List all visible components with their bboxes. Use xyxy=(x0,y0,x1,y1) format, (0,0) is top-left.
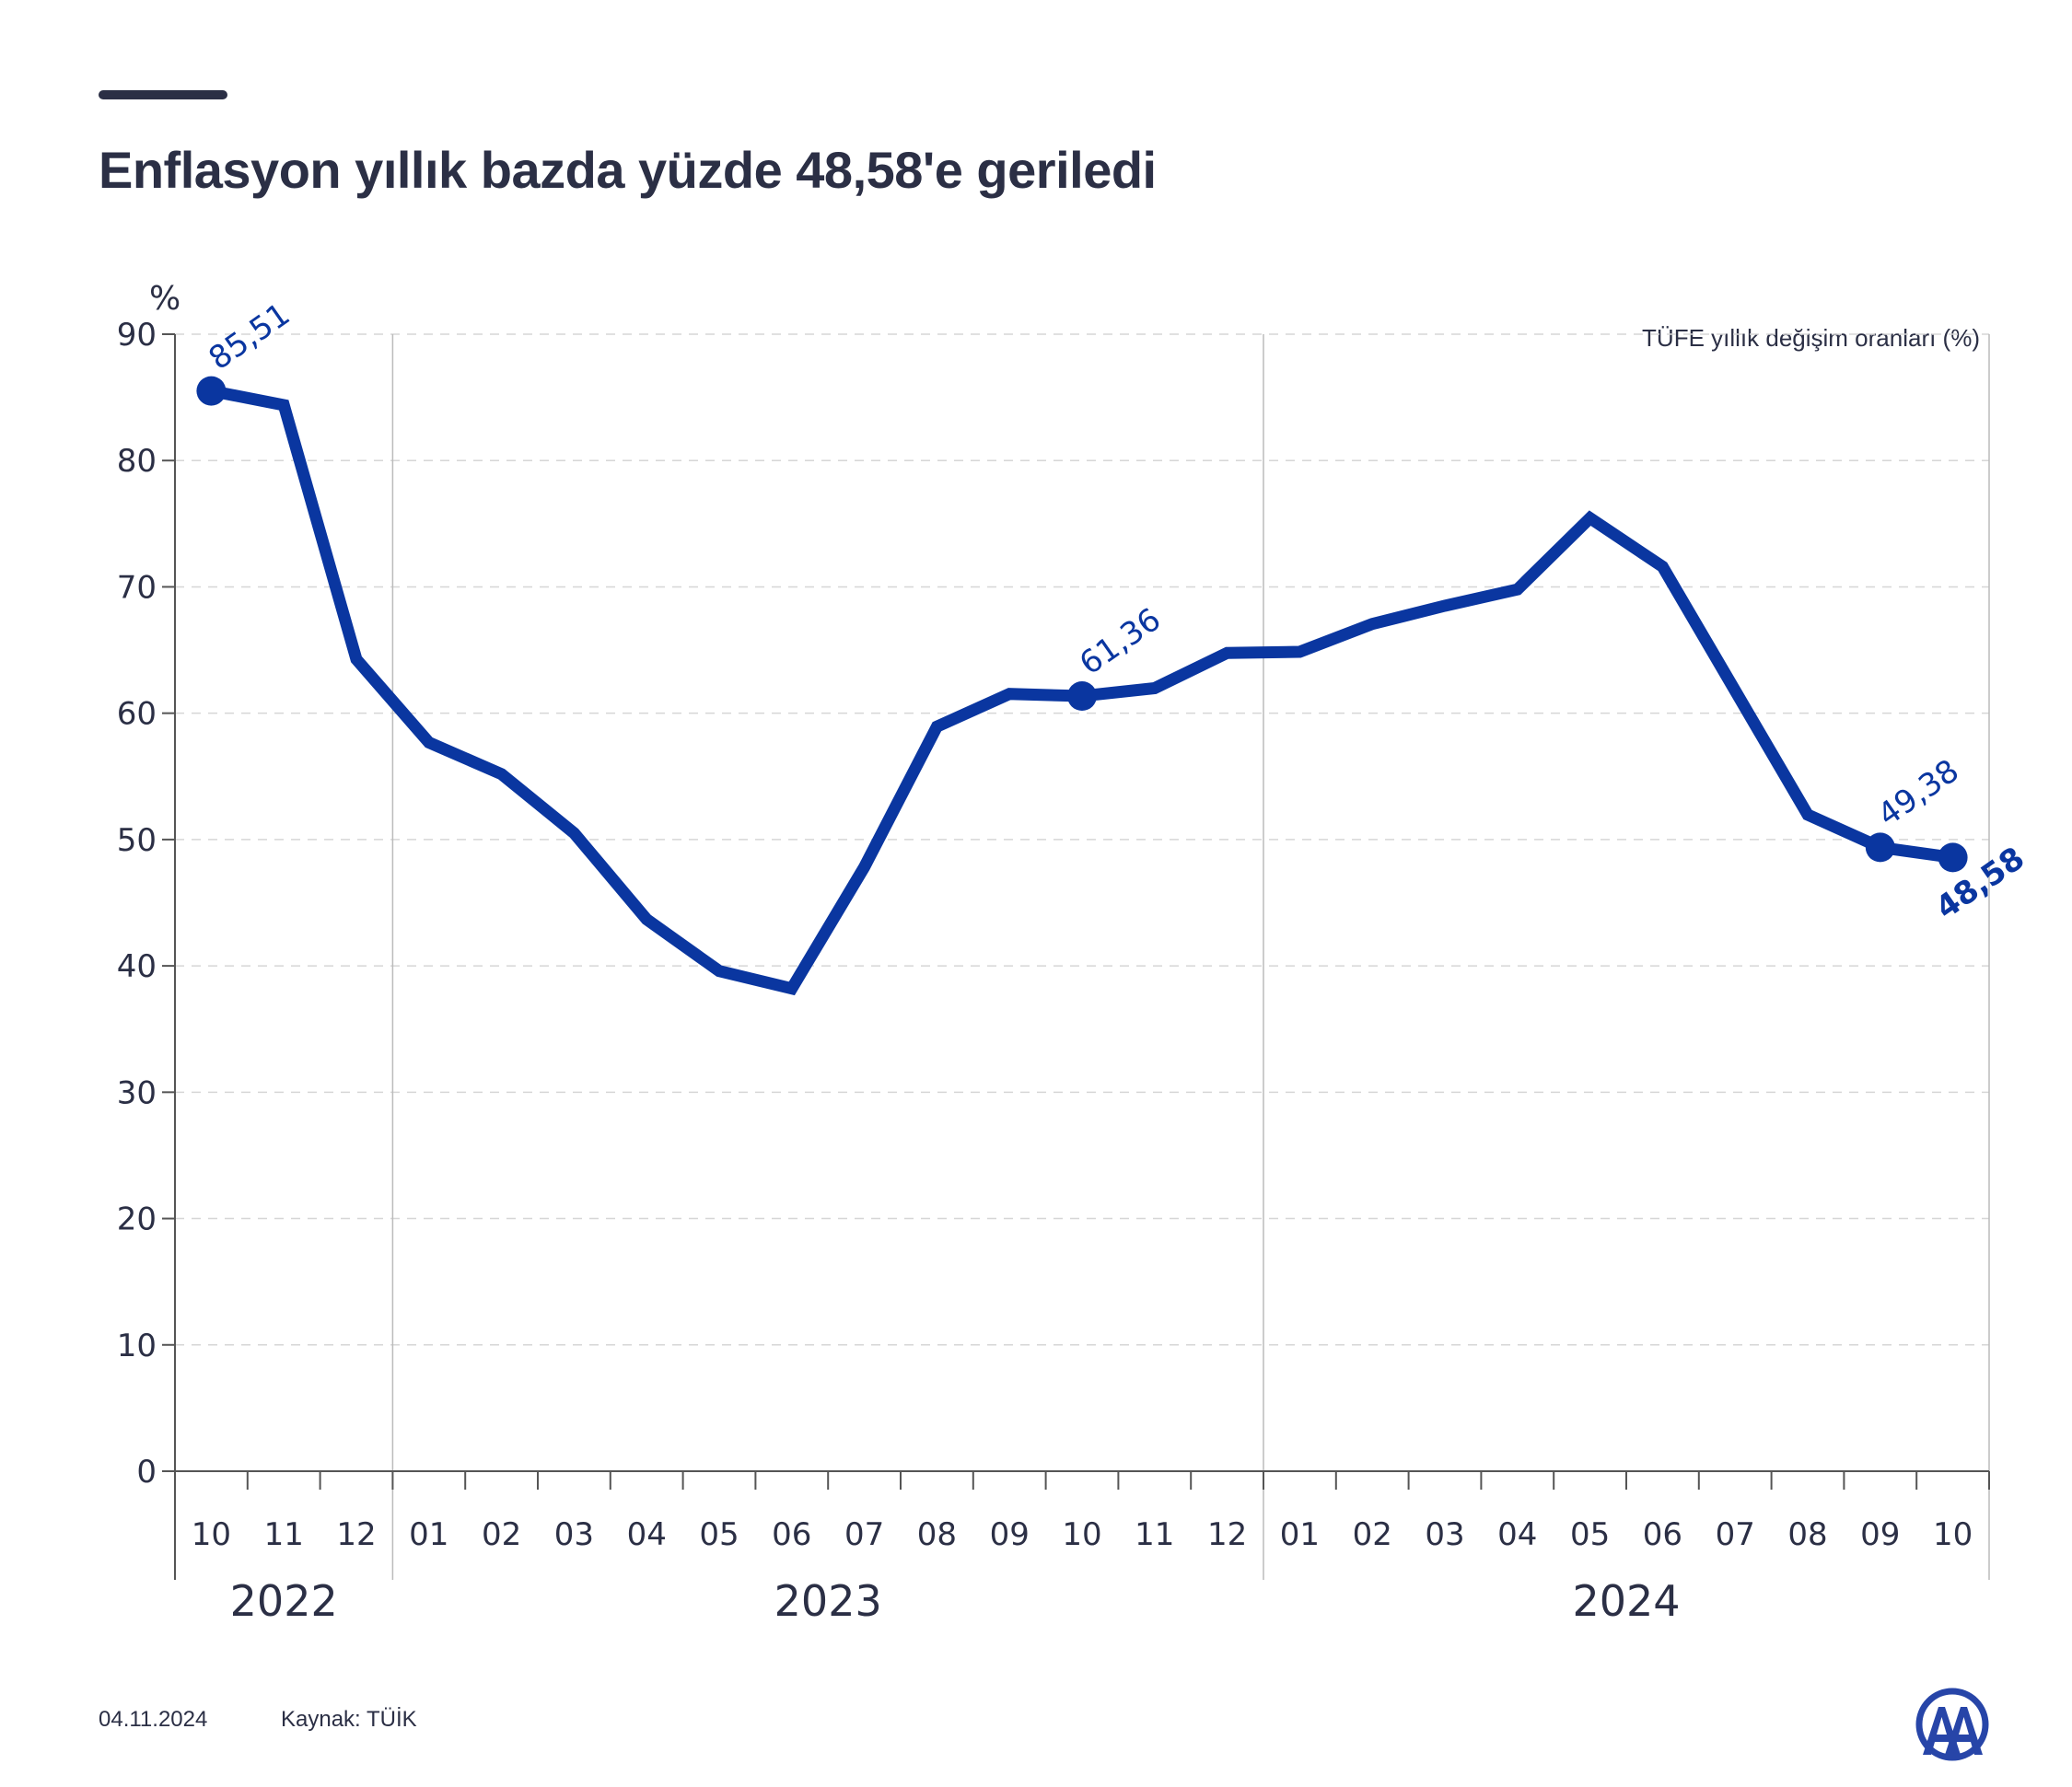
year-label: 2024 xyxy=(1572,1576,1680,1626)
y-tick-label: 30 xyxy=(117,1074,157,1111)
data-label: 49,38 xyxy=(1871,752,1966,834)
data-point-marker xyxy=(1938,842,1968,873)
y-tick-label: 0 xyxy=(136,1454,157,1491)
data-label: 85,51 xyxy=(203,296,297,377)
data-point-marker xyxy=(196,376,227,406)
x-tick-label: 07 xyxy=(1716,1516,1755,1553)
year-label: 2022 xyxy=(230,1576,338,1626)
data-point-marker xyxy=(1067,681,1097,712)
x-tick-label: 08 xyxy=(1787,1516,1827,1553)
x-tick-label: 01 xyxy=(409,1516,448,1553)
x-tick-label: 01 xyxy=(1280,1516,1320,1553)
y-tick-label: 50 xyxy=(117,822,157,859)
x-tick-label: 12 xyxy=(1207,1516,1247,1553)
aa-logo-icon xyxy=(1915,1688,1989,1761)
x-tick-label: 10 xyxy=(1933,1516,1973,1553)
x-tick-label: 02 xyxy=(482,1516,521,1553)
x-tick-label: 03 xyxy=(554,1516,594,1553)
grid-layer xyxy=(175,333,1990,1580)
x-tick-label: 12 xyxy=(336,1516,376,1553)
title-accent-bar xyxy=(99,90,227,99)
y-tick-label: 70 xyxy=(117,569,157,606)
y-tick-label: 80 xyxy=(117,443,157,480)
x-tick-label: 04 xyxy=(1497,1516,1537,1553)
y-axis-label: % xyxy=(149,280,180,318)
x-tick-label: 09 xyxy=(990,1516,1030,1553)
data-label: 61,36 xyxy=(1073,601,1168,683)
y-tick-label: 10 xyxy=(117,1328,157,1364)
y-tick-label: 60 xyxy=(117,696,157,733)
legend-label: TÜFE yıllık değişim oranları (%) xyxy=(1642,324,1980,352)
x-tick-label: 10 xyxy=(1062,1516,1101,1553)
x-tick-label: 10 xyxy=(192,1516,231,1553)
x-tick-label: 04 xyxy=(627,1516,667,1553)
footer-source: Kaynak: TÜİK xyxy=(281,1707,417,1732)
y-tick-label: 20 xyxy=(117,1201,157,1238)
data-point-marker xyxy=(1865,832,1895,863)
series-layer xyxy=(196,376,1968,996)
x-tick-label: 03 xyxy=(1425,1516,1464,1553)
footer-date: 04.11.2024 xyxy=(99,1707,208,1732)
x-tick-label: 11 xyxy=(264,1516,304,1553)
x-tick-label: 05 xyxy=(699,1516,739,1553)
page-title: Enflasyon yıllık bazda yüzde 48,58'e ger… xyxy=(99,141,1157,199)
x-tick-label: 07 xyxy=(844,1516,884,1553)
x-tick-label: 09 xyxy=(1860,1516,1900,1553)
y-tick-label: 40 xyxy=(117,948,157,985)
year-label: 2023 xyxy=(774,1576,882,1626)
x-tick-label: 06 xyxy=(1643,1516,1682,1553)
x-tick-label: 05 xyxy=(1570,1516,1610,1553)
x-tick-label: 11 xyxy=(1135,1516,1174,1553)
y-tick-label: 90 xyxy=(117,317,157,354)
x-tick-label: 06 xyxy=(772,1516,811,1553)
x-tick-label: 02 xyxy=(1353,1516,1392,1553)
x-tick-label: 08 xyxy=(917,1516,957,1553)
